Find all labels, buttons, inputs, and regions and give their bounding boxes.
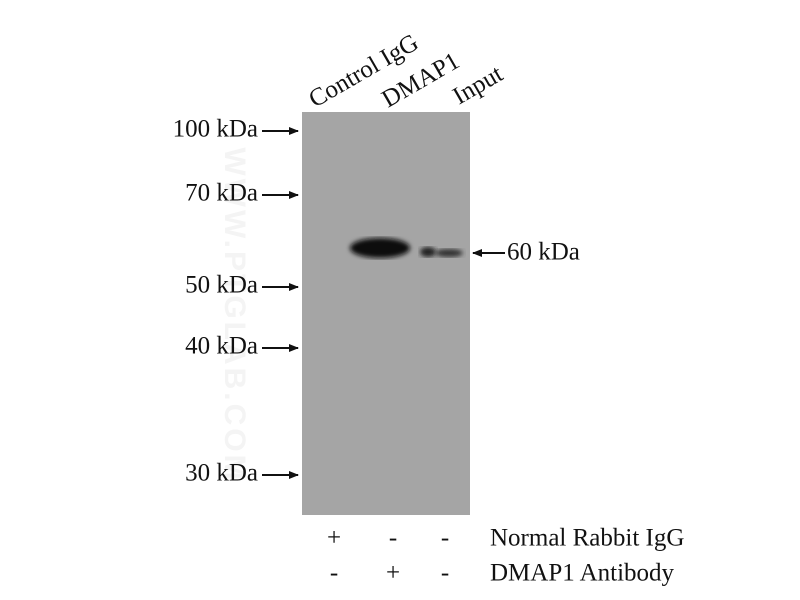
- condition-sign: -: [330, 560, 338, 587]
- band-input: [435, 249, 463, 257]
- watermark: WWW.PTGLAB.COM: [218, 147, 251, 482]
- condition-sign: -: [441, 560, 449, 587]
- marker-label: 50 kDa: [185, 272, 258, 299]
- condition-sign: +: [386, 560, 400, 587]
- band-dmap1: [350, 238, 410, 258]
- condition-sign: -: [389, 525, 397, 552]
- marker-label: 30 kDa: [185, 460, 258, 487]
- condition-sign: -: [441, 525, 449, 552]
- condition-sign: +: [327, 525, 341, 552]
- marker-label: 70 kDa: [185, 180, 258, 207]
- marker-label: 40 kDa: [185, 333, 258, 360]
- blot: [302, 112, 470, 515]
- band-input: [420, 247, 436, 257]
- condition-name: Normal Rabbit IgG: [490, 525, 684, 552]
- condition-name: DMAP1 Antibody: [490, 560, 675, 587]
- marker-label: 100 kDa: [173, 116, 258, 143]
- band-label: 60 kDa: [507, 239, 580, 266]
